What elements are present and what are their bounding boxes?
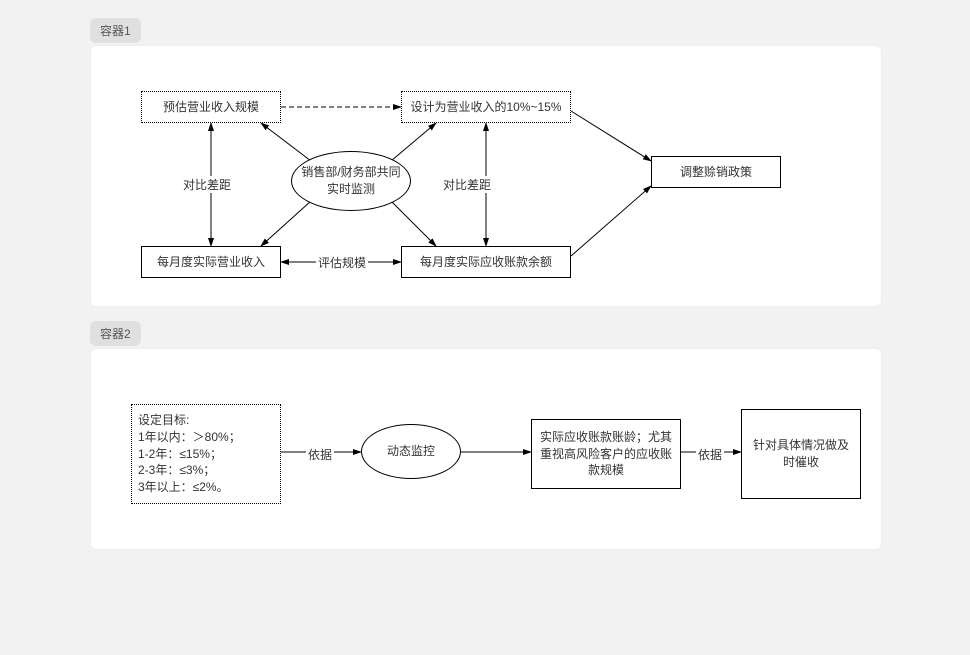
- edge-5: [391, 123, 436, 161]
- node-m4: 针对具体情况做及时催收: [741, 409, 861, 499]
- edge-9: [571, 186, 651, 256]
- edge-4: [261, 123, 311, 161]
- edge-8: [571, 111, 651, 161]
- edge-label-f1: 依据: [306, 446, 334, 463]
- node-n4: 每月度实际营业收入: [141, 246, 281, 278]
- node-n3: 销售部/财务部共同实时监测: [291, 151, 411, 211]
- edge-label-e3: 评估规模: [316, 254, 368, 271]
- node-n2: 设计为营业收入的10%~15%: [401, 91, 571, 123]
- edge-label-e2: 对比差距: [441, 176, 493, 193]
- node-m1: 设定目标: 1年以内：＞80%； 1-2年：≤15%； 2-3年：≤3%； 3年…: [131, 404, 281, 504]
- node-n6: 调整赊销政策: [651, 156, 781, 188]
- node-n5: 每月度实际应收账款余额: [401, 246, 571, 278]
- node-n1: 预估营业收入规模: [141, 91, 281, 123]
- node-m3: 实际应收账款账龄；尤其重视高风险客户的应收账款规模: [531, 419, 681, 489]
- diagram-panel-1: 预估营业收入规模 设计为营业收入的10%~15% 销售部/财务部共同实时监测每月度实…: [90, 45, 882, 307]
- node-m2: 动态监控: [361, 424, 461, 479]
- edge-7: [391, 201, 436, 246]
- container1-tab: 容器1: [90, 18, 141, 43]
- edge-label-e1: 对比差距: [181, 176, 233, 193]
- container2-tab: 容器2: [90, 321, 141, 346]
- edge-label-f2: 依据: [696, 446, 724, 463]
- edge-6: [261, 201, 311, 246]
- diagram-panel-2: 设定目标: 1年以内：＞80%； 1-2年：≤15%； 2-3年：≤3%； 3年…: [90, 348, 882, 550]
